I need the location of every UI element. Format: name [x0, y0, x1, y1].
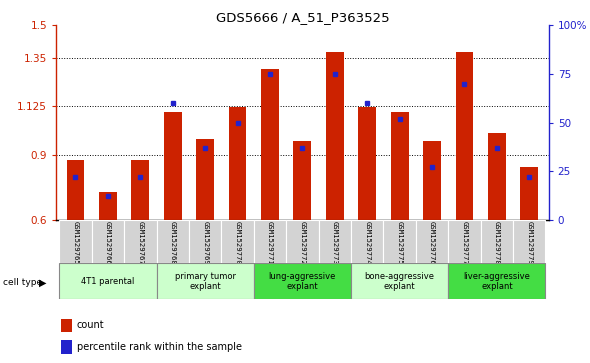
Text: GSM1529774: GSM1529774	[364, 221, 370, 265]
Bar	[189, 220, 221, 263]
Text: GSM1529772: GSM1529772	[299, 221, 306, 265]
Text: GSM1529777: GSM1529777	[461, 221, 467, 265]
Text: GSM1529770: GSM1529770	[235, 221, 241, 265]
Bar	[229, 107, 247, 220]
Bar	[61, 319, 72, 332]
Bar	[59, 220, 91, 263]
Bar	[156, 220, 189, 263]
Bar	[423, 141, 441, 220]
Text: GSM1529779: GSM1529779	[526, 221, 532, 265]
Bar	[254, 220, 286, 263]
Bar	[91, 220, 124, 263]
Bar	[254, 263, 351, 299]
Text: GSM1529765: GSM1529765	[73, 221, 78, 265]
Bar	[416, 220, 448, 263]
Text: GSM1529769: GSM1529769	[202, 221, 208, 265]
Text: lung-aggressive
explant: lung-aggressive explant	[268, 272, 336, 291]
Text: GSM1529768: GSM1529768	[170, 221, 176, 265]
Bar	[455, 52, 473, 220]
Bar	[61, 340, 72, 354]
Bar	[384, 220, 416, 263]
Bar	[196, 139, 214, 220]
Text: ▶: ▶	[38, 277, 46, 287]
Text: GSM1529766: GSM1529766	[105, 221, 111, 265]
Bar	[164, 112, 182, 220]
Bar	[513, 220, 546, 263]
Text: 4T1 parental: 4T1 parental	[81, 277, 135, 286]
Bar	[520, 167, 538, 220]
Bar	[99, 192, 117, 220]
Bar	[286, 220, 319, 263]
Text: GSM1529775: GSM1529775	[396, 221, 402, 265]
Bar	[326, 52, 344, 220]
Text: cell type: cell type	[3, 278, 42, 287]
Bar	[358, 107, 376, 220]
Bar	[261, 69, 279, 220]
Text: GSM1529767: GSM1529767	[137, 221, 143, 265]
Text: primary tumor
explant: primary tumor explant	[175, 272, 235, 291]
Bar	[319, 220, 351, 263]
Bar	[481, 220, 513, 263]
Bar	[132, 160, 149, 220]
Title: GDS5666 / A_51_P363525: GDS5666 / A_51_P363525	[215, 11, 389, 24]
Bar	[351, 263, 448, 299]
Text: liver-aggressive
explant: liver-aggressive explant	[463, 272, 530, 291]
Bar	[391, 112, 408, 220]
Text: GSM1529778: GSM1529778	[494, 221, 500, 265]
Bar	[488, 133, 506, 220]
Bar	[59, 263, 156, 299]
Bar	[351, 220, 384, 263]
Text: percentile rank within the sample: percentile rank within the sample	[77, 342, 242, 352]
Text: GSM1529776: GSM1529776	[429, 221, 435, 265]
Bar	[124, 220, 156, 263]
Bar	[67, 160, 84, 220]
Text: bone-aggressive
explant: bone-aggressive explant	[365, 272, 435, 291]
Text: GSM1529773: GSM1529773	[332, 221, 338, 265]
Bar	[448, 263, 546, 299]
Text: count: count	[77, 321, 104, 330]
Text: GSM1529771: GSM1529771	[267, 221, 273, 265]
Bar	[156, 263, 254, 299]
Bar	[293, 141, 312, 220]
Bar	[448, 220, 481, 263]
Bar	[221, 220, 254, 263]
